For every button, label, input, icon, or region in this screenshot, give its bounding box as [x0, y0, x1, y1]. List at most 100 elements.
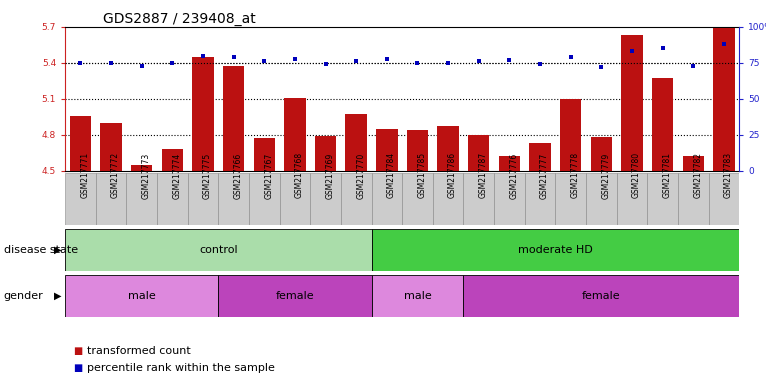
Bar — [70, 116, 91, 171]
Bar — [468, 135, 489, 171]
Point — [197, 53, 209, 59]
Bar — [376, 129, 398, 171]
Text: GSM217773: GSM217773 — [142, 152, 151, 199]
Bar — [162, 149, 183, 171]
Text: GSM217775: GSM217775 — [203, 152, 212, 199]
Text: control: control — [199, 245, 237, 255]
Bar — [218, 173, 249, 225]
Point — [258, 58, 270, 65]
Point — [534, 61, 546, 68]
Bar — [254, 139, 275, 171]
Text: gender: gender — [4, 291, 44, 301]
Bar — [402, 173, 433, 225]
Bar — [463, 173, 494, 225]
Text: GSM217778: GSM217778 — [571, 152, 580, 199]
Bar — [713, 28, 735, 171]
Text: GSM217772: GSM217772 — [111, 152, 120, 199]
Point — [228, 54, 240, 60]
Bar — [617, 173, 647, 225]
Bar — [683, 156, 704, 171]
Bar — [315, 136, 336, 171]
Text: transformed count: transformed count — [87, 346, 190, 356]
Text: GSM217768: GSM217768 — [295, 152, 304, 199]
Bar — [223, 66, 244, 171]
Text: female: female — [276, 291, 314, 301]
Text: GSM217766: GSM217766 — [234, 152, 243, 199]
Bar — [621, 35, 643, 171]
Text: GSM217777: GSM217777 — [540, 152, 549, 199]
Bar — [249, 173, 280, 225]
Bar — [525, 173, 555, 225]
Text: female: female — [582, 291, 620, 301]
Text: GSM217779: GSM217779 — [601, 152, 611, 199]
Bar — [678, 173, 709, 225]
Point — [350, 58, 362, 65]
Text: GDS2887 / 239408_at: GDS2887 / 239408_at — [103, 12, 256, 25]
Bar — [131, 165, 152, 171]
Text: ■: ■ — [73, 346, 82, 356]
Text: GSM217770: GSM217770 — [356, 152, 365, 199]
Point — [289, 56, 301, 62]
Point — [595, 64, 607, 70]
Bar — [463, 275, 739, 317]
Text: GSM217771: GSM217771 — [80, 152, 90, 199]
Text: ▶: ▶ — [54, 245, 61, 255]
Point — [687, 63, 699, 69]
Point — [442, 60, 454, 66]
Point — [105, 60, 117, 66]
Bar — [96, 173, 126, 225]
Point — [656, 45, 669, 51]
Bar — [65, 275, 218, 317]
Bar — [280, 173, 310, 225]
Bar — [586, 173, 617, 225]
Text: GSM217769: GSM217769 — [326, 152, 335, 199]
Bar — [591, 137, 612, 171]
Text: ■: ■ — [73, 363, 82, 373]
Point — [319, 61, 332, 68]
Bar — [652, 78, 673, 171]
Bar — [433, 173, 463, 225]
Bar — [494, 173, 525, 225]
Bar — [345, 114, 367, 171]
Point — [718, 41, 730, 47]
Text: GSM217782: GSM217782 — [693, 152, 702, 199]
Text: GSM217783: GSM217783 — [724, 152, 733, 199]
Bar — [65, 229, 372, 271]
Bar — [100, 123, 122, 171]
Bar — [188, 173, 218, 225]
Bar — [499, 156, 520, 171]
Bar — [555, 173, 586, 225]
Text: GSM217784: GSM217784 — [387, 152, 396, 199]
Bar — [407, 130, 428, 171]
Bar — [647, 173, 678, 225]
Text: GSM217767: GSM217767 — [264, 152, 273, 199]
Bar — [529, 143, 551, 171]
Point — [381, 56, 393, 62]
Bar — [65, 173, 96, 225]
Point — [473, 58, 485, 65]
Text: percentile rank within the sample: percentile rank within the sample — [87, 363, 274, 373]
Point — [411, 60, 424, 66]
Text: GSM217781: GSM217781 — [663, 152, 672, 199]
Bar — [709, 173, 739, 225]
Text: ▶: ▶ — [54, 291, 61, 301]
Bar — [310, 173, 341, 225]
Text: male: male — [128, 291, 155, 301]
Text: GSM217776: GSM217776 — [509, 152, 519, 199]
Point — [74, 60, 87, 66]
Text: GSM217787: GSM217787 — [479, 152, 488, 199]
Bar — [560, 99, 581, 171]
Bar — [372, 275, 463, 317]
Text: male: male — [404, 291, 431, 301]
Text: disease state: disease state — [4, 245, 78, 255]
Point — [136, 63, 148, 69]
Bar — [192, 57, 214, 171]
Point — [166, 60, 178, 66]
Text: GSM217774: GSM217774 — [172, 152, 182, 199]
Text: GSM217786: GSM217786 — [448, 152, 457, 199]
Text: GSM217785: GSM217785 — [417, 152, 427, 199]
Bar — [218, 275, 372, 317]
Text: moderate HD: moderate HD — [518, 245, 593, 255]
Bar — [437, 126, 459, 171]
Text: GSM217780: GSM217780 — [632, 152, 641, 199]
